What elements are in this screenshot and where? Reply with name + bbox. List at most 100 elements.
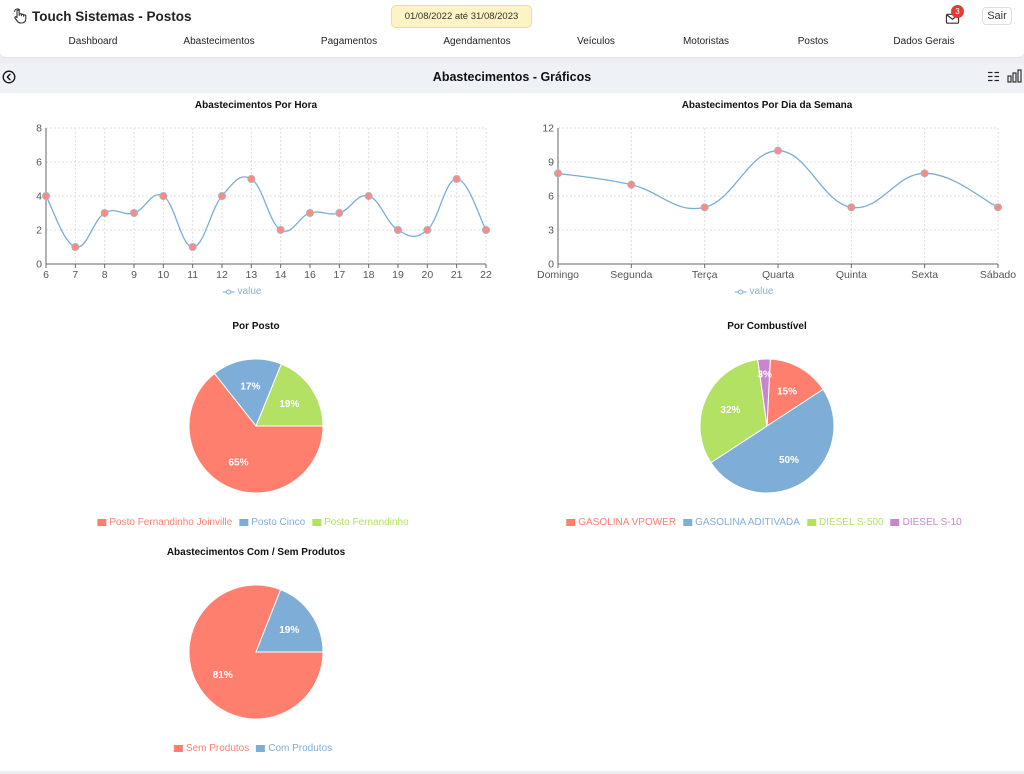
data-point[interactable] — [217, 192, 226, 201]
x-tick-label: 13 — [245, 269, 257, 281]
data-point[interactable] — [364, 192, 373, 201]
x-tick-label: Quarta — [762, 269, 794, 281]
legend-hour[interactable]: value — [222, 286, 262, 297]
pie-chart-by-posto[interactable]: 65% 17% 19% — [156, 326, 356, 526]
data-point[interactable] — [452, 175, 461, 184]
nav-item-pagamentos[interactable]: Pagamentos — [320, 36, 378, 47]
pie-slice[interactable] — [255, 589, 324, 653]
data-point[interactable] — [847, 203, 856, 212]
data-point[interactable] — [42, 192, 51, 201]
x-tick-label: 12 — [216, 269, 228, 281]
pie-slice[interactable] — [710, 388, 835, 494]
legend-label: Posto Fernandinho — [324, 517, 409, 528]
notification-badge: 3 — [951, 5, 964, 18]
data-point[interactable] — [423, 225, 432, 234]
legend-fuel[interactable]: GASOLINA VPOWER GASOLINA ADITIVADA DIESEL … — [566, 517, 962, 528]
pie-chart-by-fuel[interactable]: 15% 50% 32% 3% — [667, 326, 867, 526]
nav-item-dashboard[interactable]: Dashboard — [68, 36, 118, 47]
data-point[interactable] — [335, 209, 344, 218]
data-point[interactable] — [305, 209, 314, 218]
nav-item-postos[interactable]: Postos — [797, 36, 829, 47]
legend-label: value — [237, 286, 262, 297]
nav-item-veiculos[interactable]: Veículos — [577, 36, 615, 47]
data-point[interactable] — [276, 225, 285, 234]
slice-label: 3% — [757, 369, 772, 380]
y-tick-label: 2 — [36, 225, 42, 237]
x-tick-label: Sexta — [911, 269, 938, 281]
pie-slice[interactable] — [255, 363, 324, 427]
legend-swatch — [312, 519, 322, 526]
y-tick-label: 6 — [548, 191, 554, 203]
x-tick-label: 10 — [157, 269, 169, 281]
data-point[interactable] — [627, 180, 636, 189]
nav-item-motoristas[interactable]: Motoristas — [682, 36, 730, 47]
data-point[interactable] — [159, 192, 168, 201]
data-point[interactable] — [700, 203, 709, 212]
legend-swatch — [806, 519, 816, 526]
y-tick-label: 6 — [36, 157, 42, 169]
data-point[interactable] — [554, 169, 563, 178]
x-tick-label: 7 — [72, 269, 78, 281]
series-line — [557, 150, 999, 210]
logout-button[interactable]: Sair — [982, 7, 1012, 25]
legend-item[interactable]: Posto Fernandinho — [312, 517, 409, 528]
app-brand[interactable]: Touch Sistemas - Postos — [12, 8, 192, 24]
legend-item[interactable]: Sem Produtos — [173, 743, 249, 754]
legend-item[interactable]: DIESEL S-500 — [806, 517, 884, 528]
y-tick-label: 12 — [542, 123, 554, 135]
pie-chart-products[interactable]: 81% 19% — [156, 552, 356, 752]
slice-label: 65% — [228, 458, 248, 469]
line-chart-by-weekday[interactable]: 0 3 6 9 12 Domingo Segunda Terça Quarta Quinta Sex… — [512, 93, 1024, 308]
legend-label: DIESEL S-500 — [818, 517, 884, 528]
pie-slice[interactable] — [188, 372, 324, 494]
pie-slice[interactable] — [213, 358, 283, 427]
pie-slice[interactable] — [757, 358, 771, 427]
data-point[interactable] — [100, 209, 109, 218]
x-tick-label: 8 — [102, 269, 108, 281]
data-point[interactable] — [993, 203, 1002, 212]
data-point[interactable] — [129, 209, 138, 218]
legend-line-marker — [222, 289, 235, 294]
x-tick-label: 9 — [131, 269, 137, 281]
chart-title-combustivel: Por Combustível — [727, 321, 807, 332]
chart-title-weekday: Abastecimentos Por Dia da Semana — [681, 100, 853, 111]
data-point[interactable] — [481, 225, 490, 234]
legend-item[interactable]: Com Produtos — [256, 743, 332, 754]
line-chart-by-hour[interactable]: 0 2 4 6 8 6 7 8 9 10 11 12 13 14 16 17 18 19 20 21 22 — [0, 93, 512, 308]
nav-item-abastecimentos[interactable]: Abastecimentos — [183, 36, 255, 47]
legend-posto[interactable]: Posto Fernandinho Joinville Posto Cinco Po… — [97, 517, 409, 528]
data-point[interactable] — [188, 242, 197, 251]
series-line — [45, 176, 487, 248]
slice-label: 19% — [279, 625, 299, 636]
data-point[interactable] — [71, 242, 80, 251]
legend-label: Com Produtos — [268, 743, 333, 754]
legend-weekday[interactable]: value — [734, 286, 773, 297]
legend-item[interactable]: GASOLINA VPOWER — [566, 517, 676, 528]
slice-label: 17% — [240, 382, 260, 393]
legend-item[interactable]: GASOLINA ADITIVADA — [683, 517, 800, 528]
legend-label: Posto Fernandinho Joinville — [109, 517, 233, 528]
legend-line-marker — [734, 289, 747, 294]
y-tick-label: 9 — [548, 157, 554, 169]
back-arrow-icon[interactable] — [2, 70, 16, 84]
nav-item-dados-gerais[interactable]: Dados Gerais — [893, 36, 955, 47]
legend-item[interactable]: DIESEL S-10 — [890, 517, 962, 528]
legend-products[interactable]: Sem Produtos Com Produtos — [173, 743, 332, 754]
data-point[interactable] — [920, 169, 929, 178]
list-view-icon[interactable] — [987, 70, 1000, 83]
legend-item[interactable]: Posto Cinco — [239, 517, 305, 528]
pie-slice[interactable] — [699, 359, 768, 464]
slice-label: 15% — [777, 387, 797, 398]
data-point[interactable] — [773, 146, 782, 155]
x-tick-label: 18 — [363, 269, 375, 281]
bar-chart-icon[interactable] — [1007, 69, 1022, 83]
x-tick-label: 14 — [275, 269, 287, 281]
date-range-filter[interactable]: 01/08/2022 até 31/08/2023 — [391, 5, 532, 28]
y-tick-label: 0 — [36, 259, 42, 271]
pie-slice[interactable] — [766, 358, 824, 427]
data-point[interactable] — [247, 175, 256, 184]
x-tick-label: 21 — [451, 269, 463, 281]
nav-item-agendamentos[interactable]: Agendamentos — [443, 36, 511, 47]
legend-item[interactable]: Posto Fernandinho Joinville — [97, 517, 232, 528]
data-point[interactable] — [393, 225, 402, 234]
